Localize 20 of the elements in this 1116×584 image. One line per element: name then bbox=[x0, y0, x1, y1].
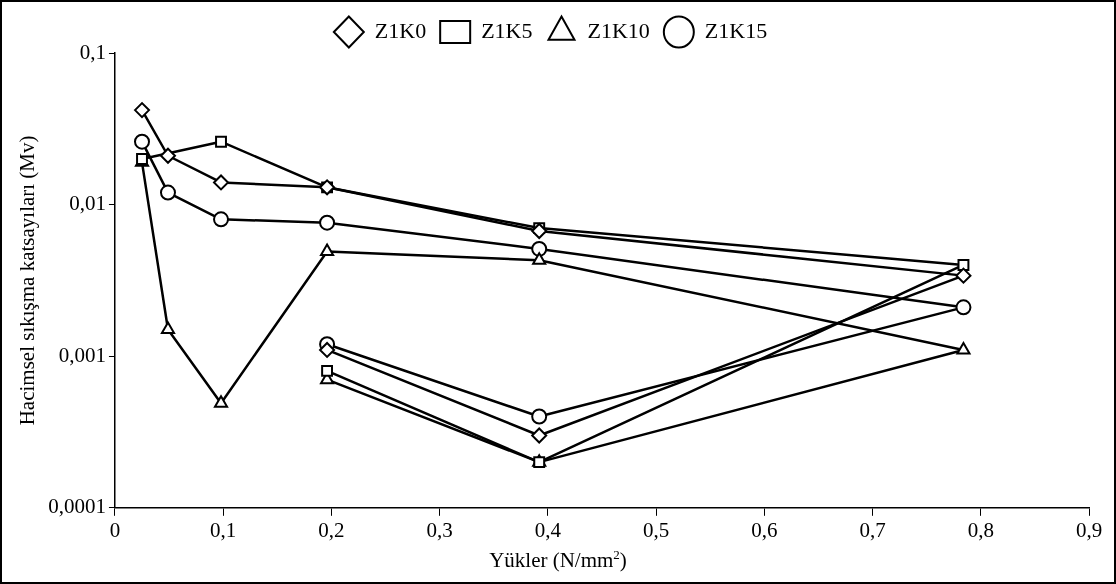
x-tick-label: 0,6 bbox=[751, 517, 778, 542]
legend-label: Z1K0 bbox=[374, 17, 427, 43]
y-tick-label: 0,001 bbox=[58, 342, 106, 367]
x-tick-label: 0,9 bbox=[1075, 517, 1103, 542]
x-tick-label: 0,3 bbox=[426, 517, 453, 542]
legend-label: Z1K10 bbox=[587, 17, 650, 43]
y-tick-label: 0,1 bbox=[79, 39, 106, 64]
x-tick-label: 0,2 bbox=[318, 517, 345, 542]
x-tick-label: 0 bbox=[109, 517, 121, 542]
x-axis-title: Yükler (N/mm$^{2}$) bbox=[488, 547, 628, 573]
x-tick-label: 0,7 bbox=[859, 517, 886, 542]
x-tick-label: 0,8 bbox=[967, 517, 994, 542]
x-tick-label: 0,1 bbox=[210, 517, 237, 542]
legend-label: Z1K15 bbox=[704, 17, 768, 43]
y-tick-label: 0,0001 bbox=[48, 494, 106, 519]
y-axis-title: Hacimsel sıkışma katsayıları (Mv) bbox=[15, 135, 40, 426]
x-tick-label: 0,5 bbox=[642, 517, 670, 542]
y-tick-label: 0,01 bbox=[69, 191, 106, 216]
x-tick-label: 0,4 bbox=[534, 517, 562, 542]
legend-label: Z1K5 bbox=[481, 17, 533, 43]
